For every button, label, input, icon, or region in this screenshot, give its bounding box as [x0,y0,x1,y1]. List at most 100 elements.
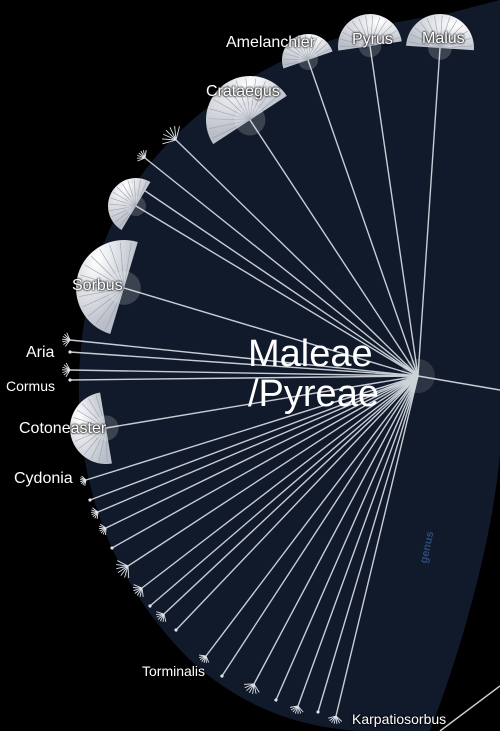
cap-ray [434,16,441,49]
clade-title: Maleae /Pyreae [248,334,379,414]
genus-fan-node[interactable] [89,506,100,520]
node-label-amelanchier[interactable]: Amelanchier [226,34,315,51]
fan-ray [331,715,337,723]
cap-ray [340,38,371,47]
genus-fan-node[interactable] [153,609,168,625]
genus-fan-node[interactable] [112,557,133,581]
genus-fan-node[interactable] [242,680,262,697]
cap-ray [105,427,108,463]
node-label-aria[interactable]: Aria [26,344,55,361]
node-label-crataegus[interactable]: Crataegus [206,83,280,100]
genus-leaf-node[interactable] [220,674,224,678]
genus-fan-node[interactable] [130,582,147,600]
branch-line [417,47,441,377]
cap-ray [414,27,441,49]
branch-line [149,375,419,607]
genus-cap-node[interactable] [65,390,125,469]
genus-fan-node[interactable] [327,714,343,725]
cap-ray [351,21,371,47]
genus-leaf-node[interactable] [68,350,72,354]
genus-fan-node[interactable] [157,122,184,149]
genus-leaf-node[interactable] [148,604,153,609]
fan-ray [165,129,177,141]
genus-cap-node[interactable] [64,228,154,339]
fan-ray [297,705,304,713]
branch-line [69,351,419,377]
fan-ray [246,683,255,692]
node-label-sorbus[interactable]: Sorbus [72,277,123,294]
fan-ray [63,339,71,345]
fan-ray [252,683,255,694]
cap-ray [80,274,125,289]
cap-ray [305,35,309,61]
cap-ray [84,427,107,455]
node-label-cormus[interactable]: Cormus [6,378,56,394]
node-halo [428,36,452,60]
node-label-torminalis[interactable]: Torminalis [142,663,206,679]
node-label-pyrus[interactable]: Pyrus [352,31,393,48]
fan-ray [297,705,299,715]
node-label-karpatiosorbus[interactable]: Karpatiosorbus [352,711,447,727]
fan-ray [120,565,129,576]
cap-ray [113,192,137,207]
node-label-malus[interactable]: Malus [422,30,465,47]
node-halo [358,34,382,58]
cap-ray [78,427,107,449]
cap-ray [114,205,137,223]
cap-ray [249,78,257,121]
genus-cap-node[interactable] [189,59,295,157]
fan-ray [92,507,99,513]
node-label-cydonia[interactable]: Cydonia [14,470,73,487]
genus-leaf-node[interactable] [316,710,320,714]
cap-ray [135,181,147,207]
genus-fan-node[interactable] [289,704,305,716]
genus-cap-node[interactable] [98,168,159,236]
genus-leaf-node[interactable] [174,628,179,633]
fan-ray [248,683,255,694]
cap-ray [339,45,371,47]
cap-ray [283,58,309,61]
cap-ray [369,37,400,47]
genus-cap-node[interactable] [405,12,476,62]
fan-ray [294,705,299,714]
fan-ray [335,715,338,724]
cap-ray [249,92,282,121]
genus-fan-node[interactable] [97,523,109,537]
cap-ray [127,180,137,207]
cap-ray [439,20,458,49]
cap-shape [70,392,112,464]
fan-ray [141,587,144,597]
genus-leaf-node[interactable] [130,180,134,184]
cap-ray [123,242,132,289]
cap-ray [88,287,125,317]
cap-ray [307,39,323,61]
cap-ray [79,287,125,297]
genus-fan-node[interactable] [61,362,71,378]
node-label-cotoneaster[interactable]: Cotoneaster [19,420,107,437]
genus-fan-node[interactable] [79,475,88,487]
cap-ray [439,15,443,49]
genus-cap-node[interactable] [334,10,404,62]
node-halo [93,415,119,441]
genus-leaf-node[interactable] [88,498,92,502]
node-halo [234,104,266,136]
genus-fan-node[interactable] [197,652,211,665]
genus-fan-node[interactable] [134,148,149,164]
cap-ray [90,427,107,459]
fan-ray [133,587,143,592]
genus-leaf-node[interactable] [274,698,278,702]
genus-cap-node[interactable] [275,27,336,78]
cap-ray [283,59,309,66]
fan-ray [290,705,299,708]
cap-ray [105,287,125,330]
fan-ray [116,564,129,567]
branch-line [69,369,419,377]
hub-node[interactable] [401,359,435,393]
fan-ray [132,587,143,589]
genus-leaf-node[interactable] [68,378,72,382]
cap-ray [109,204,137,207]
genus-leaf-node[interactable] [110,546,114,550]
genus-fan-node[interactable] [61,332,71,347]
